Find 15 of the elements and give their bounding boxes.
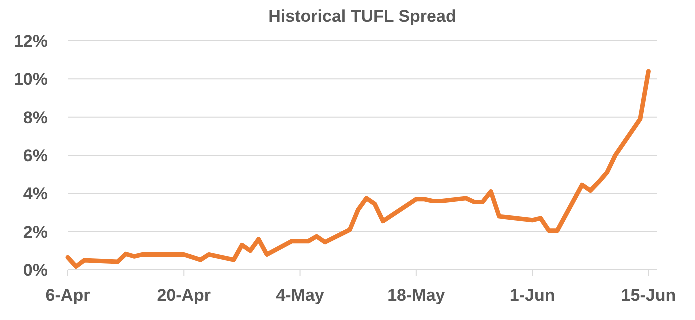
line-series <box>66 69 651 270</box>
y-tick-label: 2% <box>23 222 48 242</box>
y-tick-label: 10% <box>14 70 48 90</box>
y-tick-label: 8% <box>23 108 48 128</box>
x-tick-label: 1-Jun <box>510 286 556 305</box>
x-tick-label: 4-May <box>276 286 325 305</box>
y-tick-label: 6% <box>23 146 48 166</box>
x-tick-label: 20-Apr <box>157 286 212 305</box>
y-tick-label: 12% <box>14 32 48 51</box>
y-tick-label: 0% <box>23 260 48 280</box>
y-tick-label: 4% <box>23 184 48 204</box>
x-tick-label: 15-Jun <box>621 286 676 305</box>
chart-title: Historical TUFL Spread <box>268 7 456 26</box>
x-tick-label: 18-May <box>388 286 446 305</box>
x-tick-label: 6-Apr <box>46 286 91 305</box>
